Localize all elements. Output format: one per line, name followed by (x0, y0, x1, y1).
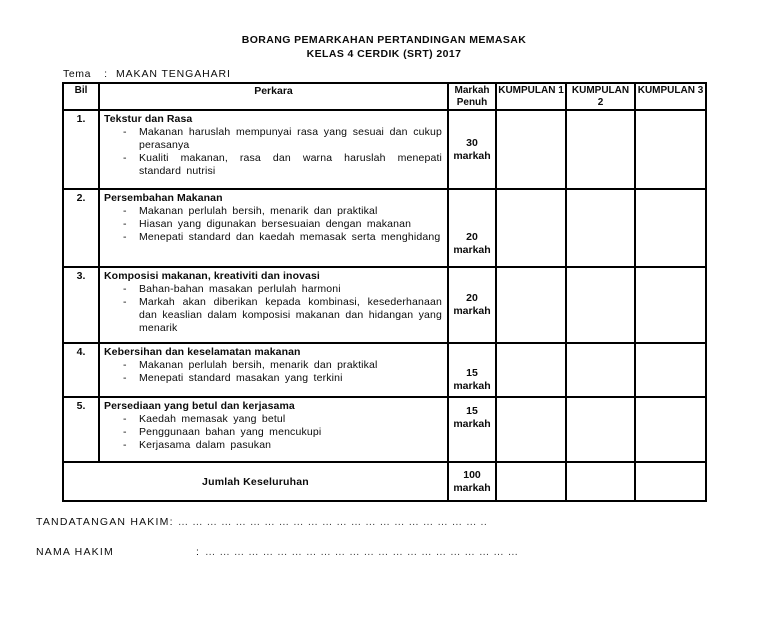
header-kumpulan-2: KUMPULAN 2 (565, 82, 636, 111)
score-cell-kumpulan-2 (565, 396, 636, 463)
table-row: 5. Persediaan yang betul dan kerjasama K… (62, 396, 707, 463)
page-title: BORANG PEMARKAHAN PERTANDINGAN MEMASAK K… (0, 33, 768, 61)
criteria-item: Menepati standard masakan yang terkini (104, 372, 442, 385)
full-marks-cell: 30 markah (447, 109, 497, 190)
total-marks-cell: 100 markah (447, 461, 497, 502)
header-bil: Bil (62, 82, 100, 111)
total-score-cell-kumpulan-2 (565, 461, 636, 502)
score-cell-kumpulan-3 (634, 396, 707, 463)
theme-colon: : (104, 68, 107, 80)
table-row: 4. Kebersihan dan keselamatan makanan Ma… (62, 342, 707, 398)
marks-value: 15 (466, 405, 478, 417)
total-row: Jumlah Keseluruhan 100 markah (62, 461, 707, 502)
theme-label: Tema (63, 68, 92, 80)
table-row: 2. Persembahan Makanan Makanan perlulah … (62, 188, 707, 268)
criteria-cell: Komposisi makanan, kreativiti dan inovas… (98, 266, 449, 344)
judge-name-line: NAMA HAKIM: … … … … … … … … … … … … … … …… (36, 546, 768, 558)
footer: TANDATANGAN HAKIM:… … … … … … … … … … … … (36, 516, 768, 558)
table-header-row: Bil Perkara Markah Penuh KUMPULAN 1 KUMP… (62, 82, 707, 111)
score-cell-kumpulan-3 (634, 109, 707, 190)
row-number: 5. (62, 396, 100, 463)
full-marks-cell: 20 markah (447, 266, 497, 344)
criteria-item: Kaedah memasak yang betul (104, 413, 442, 426)
judge-name-colon: : (196, 546, 199, 558)
marks-unit: markah (453, 380, 491, 392)
row-number: 1. (62, 109, 100, 190)
criteria-item: Makanan haruslah mempunyai rasa yang ses… (104, 126, 442, 152)
score-cell-kumpulan-3 (634, 342, 707, 398)
theme-line: Tema: MAKAN TENGAHARI (63, 68, 768, 80)
criteria-item: Kerjasama dalam pasukan (104, 439, 442, 452)
scoring-table: Bil Perkara Markah Penuh KUMPULAN 1 KUMP… (62, 82, 707, 502)
marks-unit: markah (453, 244, 491, 256)
criteria-cell: Persembahan Makanan Makanan perlulah ber… (98, 188, 449, 268)
row-number: 3. (62, 266, 100, 344)
score-cell-kumpulan-1 (495, 188, 567, 268)
judge-name-label: NAMA HAKIM (36, 546, 114, 558)
total-label: Jumlah Keseluruhan (62, 461, 449, 502)
total-score-cell-kumpulan-3 (634, 461, 707, 502)
criteria-title: Persembahan Makanan (104, 192, 223, 204)
marks-unit: markah (453, 481, 491, 494)
criteria-title: Komposisi makanan, kreativiti dan inovas… (104, 270, 320, 282)
score-cell-kumpulan-1 (495, 342, 567, 398)
criteria-title: Kebersihan dan keselamatan makanan (104, 346, 301, 358)
table-row: 1. Tekstur dan Rasa Makanan haruslah mem… (62, 109, 707, 190)
row-number: 2. (62, 188, 100, 268)
full-marks-cell: 15 markah (447, 342, 497, 398)
marks-unit: markah (453, 418, 491, 430)
row-number: 4. (62, 342, 100, 398)
header-markah-penuh: Markah Penuh (447, 82, 497, 111)
criteria-item: Bahan-bahan masakan perlulah harmoni (104, 283, 442, 296)
score-cell-kumpulan-2 (565, 342, 636, 398)
marks-value: 20 (466, 292, 478, 304)
marks-value: 30 (466, 136, 478, 149)
score-cell-kumpulan-2 (565, 188, 636, 268)
criteria-item: Kualiti makanan, rasa dan warna haruslah… (104, 152, 442, 178)
criteria-cell: Tekstur dan Rasa Makanan haruslah mempun… (98, 109, 449, 190)
marks-value: 15 (466, 367, 478, 379)
signature-dotted-line: … … … … … … … … … … … … … … … … … … … … … (177, 516, 488, 528)
criteria-title: Persediaan yang betul dan kerjasama (104, 400, 295, 412)
marks-value: 100 (463, 468, 481, 481)
score-cell-kumpulan-1 (495, 396, 567, 463)
name-dotted-line: … … … … … … … … … … … … … … … … … … … … … (204, 546, 519, 558)
criteria-item: Penggunaan bahan yang mencukupi (104, 426, 442, 439)
table-row: 3. Komposisi makanan, kreativiti dan ino… (62, 266, 707, 344)
header-kumpulan-3: KUMPULAN 3 (634, 82, 707, 111)
score-cell-kumpulan-1 (495, 109, 567, 190)
score-cell-kumpulan-3 (634, 266, 707, 344)
judge-signature-label: TANDATANGAN HAKIM: (36, 516, 174, 528)
criteria-item: Markah akan diberikan kepada kombinasi, … (104, 296, 442, 335)
full-marks-cell: 15 markah (447, 396, 497, 463)
full-marks-cell: 20 markah (447, 188, 497, 268)
score-cell-kumpulan-2 (565, 109, 636, 190)
header-perkara: Perkara (98, 82, 449, 111)
criteria-cell: Kebersihan dan keselamatan makanan Makan… (98, 342, 449, 398)
criteria-cell: Persediaan yang betul dan kerjasama Kaed… (98, 396, 449, 463)
judge-signature-line: TANDATANGAN HAKIM:… … … … … … … … … … … … (36, 516, 768, 528)
criteria-item: Hiasan yang digunakan bersesuaian dengan… (104, 218, 442, 231)
marks-value: 20 (466, 231, 478, 243)
header-kumpulan-1: KUMPULAN 1 (495, 82, 567, 111)
criteria-item: Menepati standard dan kaedah memasak ser… (104, 231, 442, 244)
score-cell-kumpulan-1 (495, 266, 567, 344)
marks-unit: markah (453, 149, 491, 162)
marks-unit: markah (453, 305, 491, 317)
criteria-item: Makanan perlulah bersih, menarik dan pra… (104, 359, 442, 372)
total-score-cell-kumpulan-1 (495, 461, 567, 502)
score-cell-kumpulan-3 (634, 188, 707, 268)
score-cell-kumpulan-2 (565, 266, 636, 344)
criteria-title: Tekstur dan Rasa (104, 113, 193, 125)
theme-value: MAKAN TENGAHARI (116, 68, 231, 80)
criteria-item: Makanan perlulah bersih, menarik dan pra… (104, 205, 442, 218)
page-title-line2: KELAS 4 CERDIK (SRT) 2017 (306, 48, 462, 60)
page-title-line1: BORANG PEMARKAHAN PERTANDINGAN MEMASAK (241, 34, 527, 46)
